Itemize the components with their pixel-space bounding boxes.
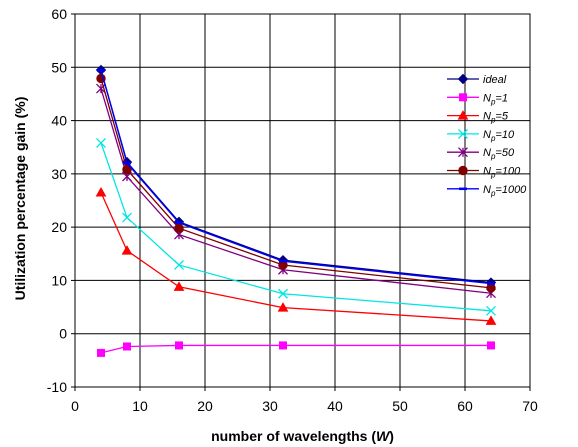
data-point-np-10 — [278, 288, 288, 299]
legend-label-np-100: Np=100 — [483, 166, 521, 180]
data-point-np-5 — [121, 245, 133, 255]
data-point-np-100 — [122, 164, 132, 175]
legend-label-np-5: Np=5 — [483, 111, 509, 125]
y-tick-label: 30 — [51, 166, 67, 182]
legend-marker-np-1 — [459, 93, 467, 102]
legend-marker-np-10 — [458, 128, 468, 139]
data-point-np-50 — [96, 83, 106, 94]
series-line-np-5 — [100, 192, 492, 322]
legend-label-np-50: Np=50 — [483, 147, 515, 161]
legend-label-ideal: ideal — [483, 74, 507, 86]
series-np-50 — [96, 83, 496, 299]
plot-area-border — [74, 13, 531, 388]
data-point-np-1 — [487, 341, 495, 350]
x-tick-label: 0 — [71, 398, 79, 414]
legend-label-np-1000: Np=1000 — [483, 184, 527, 198]
series-np-1 — [97, 341, 495, 357]
data-point-np-10 — [96, 137, 106, 148]
x-axis-label-variable: W — [376, 428, 391, 444]
x-tick-label: 60 — [457, 398, 473, 414]
data-point-np-1 — [97, 348, 105, 357]
data-point-np-100 — [486, 283, 496, 293]
data-point-np-5 — [95, 186, 107, 197]
series-np-100 — [96, 73, 496, 293]
data-series — [95, 64, 497, 357]
series-line-np-1 — [100, 344, 491, 354]
legend-marker-np-50 — [458, 147, 468, 158]
series-ideal — [95, 64, 497, 288]
data-point-np-100 — [174, 223, 184, 233]
legend-item-np-1: Np=1 — [447, 92, 508, 106]
x-tick-label: 20 — [197, 398, 213, 414]
data-point-np-1 — [175, 341, 183, 350]
x-tick-label: 30 — [262, 398, 278, 414]
series-np-10 — [96, 137, 496, 316]
data-point-np-10 — [174, 260, 184, 270]
series-np-1000 — [97, 69, 495, 285]
y-tick-label: 50 — [51, 59, 67, 75]
x-tick-label: 40 — [327, 398, 343, 414]
legend-item-ideal: ideal — [447, 73, 507, 86]
data-point-np-1 — [123, 342, 131, 351]
series-np-5 — [95, 186, 497, 325]
legend-item-np-1000: Np=1000 — [447, 184, 527, 198]
legend-item-np-10: Np=10 — [447, 129, 515, 143]
x-axis-label: number of wavelengths (W) — [211, 428, 394, 444]
x-axis-label-text: number of wavelengths — [211, 428, 368, 444]
y-tick-label: 60 — [51, 6, 67, 22]
data-point-np-5 — [277, 302, 289, 312]
series-line-ideal — [100, 69, 492, 284]
data-point-np-1 — [279, 341, 287, 350]
legend: ideal Np=1 Np=5 Np=10 Np=50 Np=100 Np=1000 — [447, 73, 527, 198]
data-point-np-5 — [485, 315, 497, 325]
legend-marker-ideal — [457, 73, 469, 85]
legend-label-np-10: Np=10 — [483, 129, 515, 143]
legend-item-np-5: Np=5 — [447, 110, 509, 125]
legend-label-np-1: Np=1 — [483, 92, 508, 106]
legend-marker-np-5 — [457, 110, 469, 120]
data-point-np-5 — [173, 281, 185, 291]
data-point-np-10 — [122, 212, 132, 223]
x-tick-label: 50 — [392, 398, 408, 414]
series-line-np-100 — [100, 78, 492, 289]
y-tick-label: 20 — [51, 219, 67, 235]
y-axis-label: Utilization percentage gain (%) — [12, 97, 28, 301]
data-point-np-10 — [486, 305, 496, 316]
legend-item-np-50: Np=50 — [447, 147, 515, 161]
series-line-np-1000 — [100, 70, 492, 285]
grid-lines — [74, 13, 531, 388]
x-tick-label: 70 — [522, 398, 538, 414]
y-tick-label: -10 — [47, 379, 67, 395]
y-tick-label: 0 — [59, 326, 67, 342]
y-tick-label: 40 — [51, 113, 67, 129]
y-tick-label: 10 — [51, 272, 67, 288]
x-tick-label: 10 — [132, 398, 148, 414]
legend-item-np-100: Np=100 — [447, 166, 521, 180]
legend-marker-np-100 — [458, 165, 468, 176]
